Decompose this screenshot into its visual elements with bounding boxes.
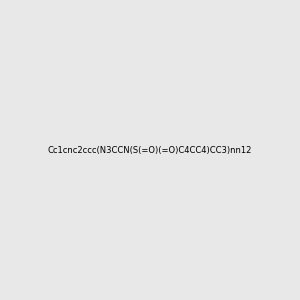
Text: Cc1cnc2ccc(N3CCN(S(=O)(=O)C4CC4)CC3)nn12: Cc1cnc2ccc(N3CCN(S(=O)(=O)C4CC4)CC3)nn12 [48, 146, 252, 154]
